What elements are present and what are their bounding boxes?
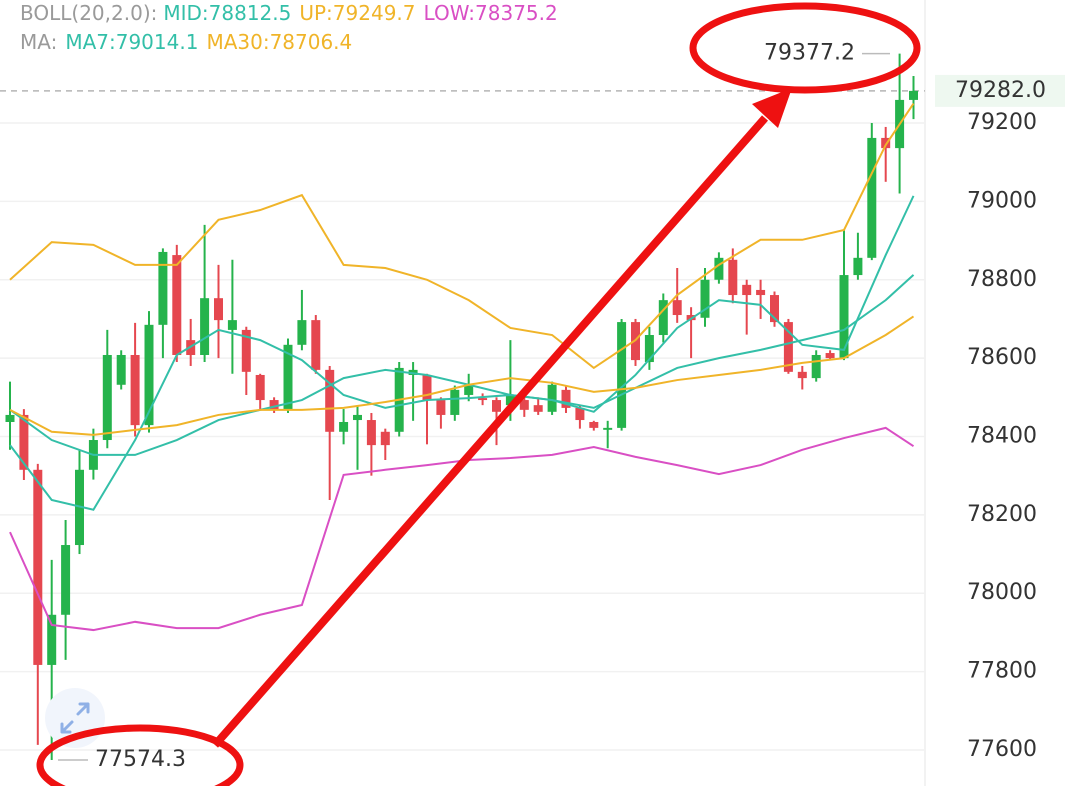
candle-body [144,324,154,426]
candle-body [450,389,460,415]
candle-body [422,374,432,401]
legend-row: BOLL(20,2.0): MID:78812.5 UP:79249.7 LOW:78… [20,1,558,25]
candle-body [714,257,724,280]
candle-body [617,322,627,428]
legend-item: UP:79249.7 [299,1,415,25]
legend-item: MID:78812.5 [163,1,291,25]
candle-body [561,389,571,408]
candle-body [756,289,766,296]
legend-item: BOLL(20,2.0): [20,1,157,25]
candle-body [505,394,515,406]
candle-body [33,469,43,665]
candle-body [61,545,71,615]
legend-item: MA7:79014.1 [65,30,198,54]
y-tick-label: 78200 [967,502,1037,527]
candle-body [283,344,293,410]
indicator-line [9,195,915,511]
last-price-label: 79282.0 [955,78,1046,103]
trend-arrow-shaft [211,115,769,748]
candle-body [353,414,362,421]
candle-body [867,137,877,258]
candle-body [436,400,446,415]
y-tick-label: 79200 [967,110,1037,135]
candle-body [478,398,488,401]
candle-body [770,295,779,323]
high-marker-label: 79377.2 [764,41,855,66]
candle-body [19,414,29,470]
y-tick-label: 78000 [967,580,1037,605]
candle-body [909,90,918,100]
annotation-overlay [36,2,921,786]
candle-body [158,251,168,325]
candle-body [311,320,321,370]
candle-body [589,421,599,428]
indicator-line [9,315,915,436]
candle-body [5,414,15,422]
y-tick-label: 78600 [967,345,1037,370]
candle-body [464,384,474,395]
candle-body [255,374,265,401]
candle-body [214,298,223,321]
candle-body [700,279,710,318]
candle-body [783,322,793,372]
expand-icon [60,702,90,734]
candle-body [47,614,57,665]
candle-body [728,259,738,296]
last-price-box [935,74,1065,107]
legend-row: MA: MA7:79014.1 MA30:78706.4 [20,30,352,54]
candle-body [130,354,140,426]
candle-body [339,421,349,432]
candle-body [116,354,126,385]
candle-body [533,405,543,412]
highlight-circle-low [36,724,244,786]
candle-body [297,320,307,345]
candle-body [492,400,501,412]
candle-body [881,137,891,149]
candle-body [839,275,849,359]
trend-arrow-head [752,88,792,128]
legend-item: MA30:78706.4 [206,30,352,54]
legend-item: MA: [20,30,57,54]
candle-body [172,255,182,355]
y-tick-label: 78400 [967,423,1037,448]
highlight-circle-high [689,2,921,94]
y-tick-label: 78800 [967,267,1037,292]
indicator-line [9,103,915,370]
candle-body [575,407,585,421]
candle-body [200,298,210,355]
candle-body [227,320,237,330]
candle-body [102,354,112,441]
candle-body [269,400,279,410]
candle-body [853,257,863,276]
candle-body [366,420,376,446]
candle-body [547,384,557,412]
candle-body [519,400,529,410]
candle-body [825,353,835,359]
candle-body [672,300,682,316]
candle-body [742,284,752,296]
low-marker-label: 77574.3 [95,747,186,772]
y-tick-label: 79000 [967,188,1037,213]
candle-body [658,300,668,336]
legend-item: LOW:78375.2 [424,1,558,25]
candle-body [797,371,807,379]
candle-body [603,427,613,430]
candle-body [380,431,390,446]
y-tick-label: 77800 [967,659,1037,684]
candle-body [325,369,335,432]
candle-body [241,329,251,372]
candle-body [644,335,654,363]
y-tick-label: 77600 [967,737,1037,762]
candle-body [811,354,821,379]
